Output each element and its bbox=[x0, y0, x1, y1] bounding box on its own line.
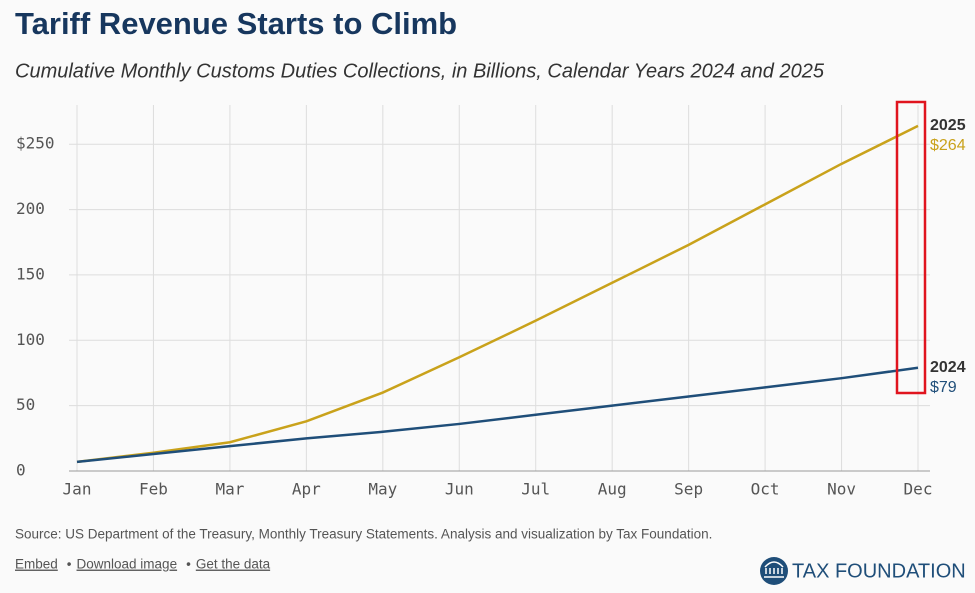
logo: TAX FOUNDATION bbox=[760, 557, 966, 585]
link[interactable]: Embed bbox=[15, 557, 58, 572]
y-tick-label: 150 bbox=[16, 264, 45, 283]
y-tick-label: 0 bbox=[16, 461, 26, 480]
link-separator: • bbox=[67, 557, 72, 572]
links: Embed • Download image • Get the data bbox=[15, 557, 271, 572]
x-tick-label: Dec bbox=[904, 480, 933, 499]
line bbox=[76, 366, 919, 464]
y-tick-label: 50 bbox=[16, 395, 35, 414]
y-tick-label: 200 bbox=[16, 199, 45, 218]
y-tick-label: 100 bbox=[16, 330, 45, 349]
source: Source: US Department of the Treasury, M… bbox=[15, 527, 712, 542]
x-tick-label: Jan bbox=[63, 480, 92, 499]
x-tick-label: May bbox=[368, 480, 397, 499]
chart-subtitle: Cumulative Monthly Customs Duties Collec… bbox=[15, 60, 825, 82]
chart-title: Tariff Revenue Starts to Climb bbox=[15, 6, 457, 41]
y-tick-label: $250 bbox=[16, 134, 55, 153]
logo-dome bbox=[764, 561, 784, 578]
x-tick-label: Feb bbox=[139, 480, 168, 499]
link[interactable]: Get the data bbox=[196, 557, 271, 572]
x-tick-label: Aug bbox=[598, 480, 627, 499]
x-tick-label: Nov bbox=[827, 480, 856, 499]
line bbox=[76, 124, 919, 464]
x-tick-label: Oct bbox=[751, 480, 780, 499]
series-label: 2024 bbox=[930, 359, 966, 376]
x-tick-label: Jun bbox=[445, 480, 474, 499]
x-tick-label: Mar bbox=[215, 480, 244, 499]
x-tick-label: Sep bbox=[674, 480, 703, 499]
data-label: $264 bbox=[930, 137, 966, 154]
data-label: $79 bbox=[930, 379, 957, 396]
x-tick-label: Jul bbox=[521, 480, 550, 499]
link[interactable]: Download image bbox=[77, 557, 178, 572]
logo-text: TAX FOUNDATION bbox=[792, 560, 966, 582]
highlight-box bbox=[895, 100, 927, 395]
x-tick-label: Apr bbox=[292, 480, 321, 499]
link-separator: • bbox=[186, 557, 191, 572]
series-label: 2025 bbox=[930, 117, 966, 134]
